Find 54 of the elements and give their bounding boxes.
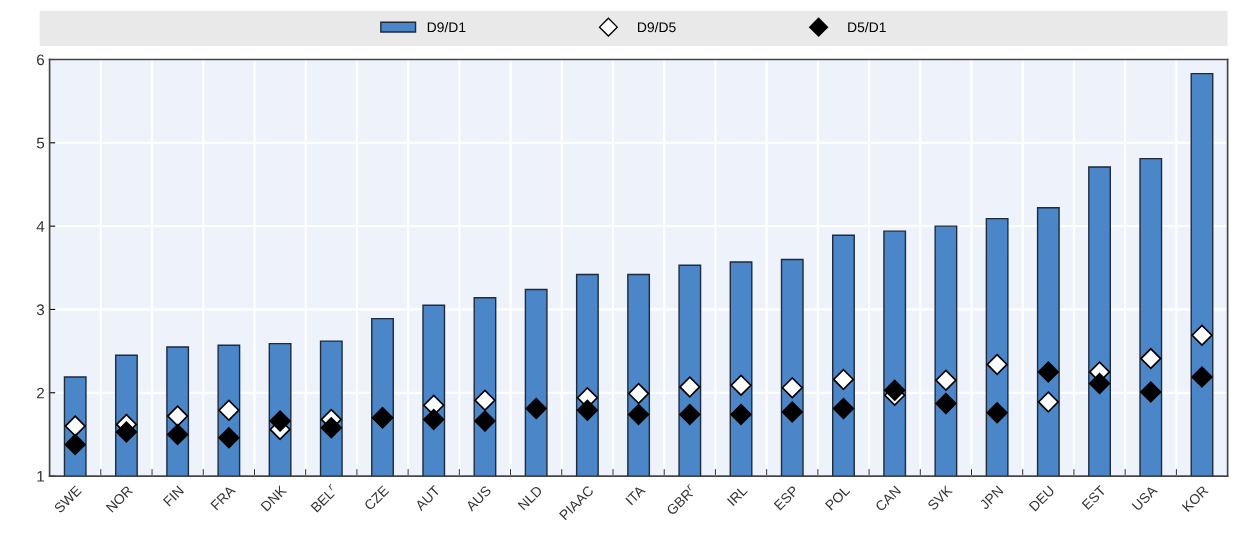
point xyxy=(781,401,803,423)
x-tick-label: GBR$^{r}$ xyxy=(665,483,697,516)
point xyxy=(1191,324,1213,346)
point xyxy=(320,417,342,439)
point xyxy=(1037,361,1059,383)
point xyxy=(627,382,650,405)
point xyxy=(986,402,1008,424)
point xyxy=(884,379,906,401)
point xyxy=(1140,381,1162,403)
point xyxy=(474,389,496,411)
point xyxy=(1037,391,1059,413)
x-tick-label: FRA xyxy=(210,484,236,511)
point xyxy=(935,369,957,391)
point xyxy=(832,368,855,391)
point xyxy=(525,397,547,420)
point xyxy=(166,423,189,446)
x-tick-label: FIN xyxy=(162,485,184,507)
point xyxy=(474,410,496,432)
point xyxy=(935,392,957,415)
point xyxy=(64,433,86,456)
x-tick-label: POL xyxy=(824,485,851,511)
point xyxy=(986,353,1008,376)
y-tick-label: 3 xyxy=(36,304,45,316)
point xyxy=(218,399,240,421)
point xyxy=(576,399,599,421)
point xyxy=(781,377,803,399)
point xyxy=(679,403,701,426)
x-tick-label: BEL$^{r}$ xyxy=(309,483,339,513)
legend-label: D5/D1 xyxy=(848,21,886,33)
point xyxy=(679,376,701,398)
point xyxy=(423,408,445,431)
point xyxy=(64,415,86,437)
point xyxy=(832,397,855,420)
point xyxy=(730,374,752,396)
point xyxy=(627,403,650,426)
x-tick-label: USA xyxy=(1131,484,1158,512)
x-tick-label: IRL xyxy=(727,485,748,506)
point xyxy=(1088,372,1111,395)
legend-label: D9/D5 xyxy=(638,21,676,33)
point xyxy=(269,410,291,432)
y-tick-label: 6 xyxy=(37,54,45,66)
point xyxy=(730,403,752,426)
point xyxy=(166,405,189,427)
y-tick-label: 1 xyxy=(37,471,44,482)
y-tick-label: 4 xyxy=(36,221,45,232)
y-tick-label: 5 xyxy=(36,137,45,149)
x-tick-label: ITA xyxy=(625,484,646,506)
y-tick-label: 2 xyxy=(37,387,44,399)
point xyxy=(1140,347,1162,370)
point xyxy=(115,421,138,443)
point xyxy=(218,427,240,449)
x-tick-label: NLD xyxy=(517,485,543,511)
legend-label: D9/D1 xyxy=(427,21,466,33)
point xyxy=(1191,366,1213,388)
